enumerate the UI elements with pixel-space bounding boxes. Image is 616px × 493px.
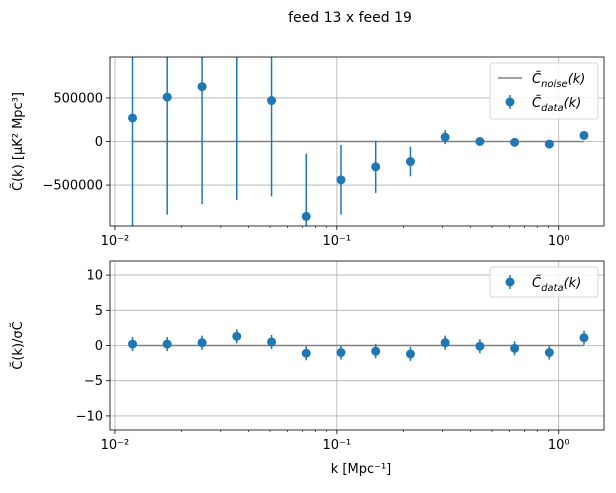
data-point [440, 338, 450, 348]
y-tick-label: 0 [95, 339, 103, 354]
top-panel: 10⁻² 10⁻¹ 10⁰ −500000 0 500000 C̃(k) [μK² Mpc³… [11, 56, 605, 249]
y-tick-label: −10 [76, 409, 103, 424]
y-tick-label: 5 [95, 304, 103, 319]
x-tick-label: 10⁻² [101, 438, 130, 453]
data-point [232, 331, 242, 341]
data-point [510, 137, 520, 147]
data-point [405, 349, 415, 359]
data-point [371, 162, 381, 172]
y-tick-label: −500000 [42, 179, 103, 194]
legend-box [489, 62, 599, 120]
data-point [162, 92, 172, 102]
data-point [267, 96, 277, 106]
data-point [579, 130, 589, 140]
data-series [128, 57, 589, 226]
x-tick-label: 10⁰ [548, 438, 570, 453]
legend-label: C̃data(k) [532, 96, 581, 114]
data-point [197, 82, 207, 92]
data-point [510, 343, 520, 353]
x-tick-label: 10⁻¹ [323, 438, 352, 453]
x-tick-label: 10⁻¹ [323, 234, 352, 249]
data-point [336, 348, 346, 358]
y-tick-label: 500000 [53, 91, 103, 106]
y-axis-label: C̃(k) [μK² Mpc³] [11, 92, 26, 191]
legend-marker-swatch [505, 277, 515, 287]
data-point [475, 137, 485, 146]
y-tick-label: 0 [95, 135, 103, 150]
data-point [267, 337, 277, 347]
x-tick-label: 10⁻² [101, 234, 130, 249]
data-point [544, 139, 554, 149]
bottom-panel: 10⁻² 10⁻¹ 10⁰ −10 −5 0 5 10 C̃(k)/σC̃ k [Mpc⁻¹] C̃… [11, 260, 605, 477]
y-axis-label: C̃(k)/σC̃ [11, 321, 26, 369]
legend-box [489, 266, 599, 298]
y-tick-label: −5 [84, 374, 103, 389]
data-point [301, 348, 311, 358]
data-point [475, 341, 485, 351]
data-series [128, 329, 589, 361]
data-point [197, 338, 207, 348]
legend-label: C̃noise(k) [532, 72, 585, 90]
data-point [128, 339, 138, 349]
legend: C̃data(k) [489, 266, 599, 298]
data-point [162, 339, 172, 349]
data-point [371, 346, 381, 356]
data-point [440, 132, 450, 142]
x-tick-label: 10⁰ [548, 234, 570, 249]
data-point [301, 211, 311, 221]
data-point [544, 348, 554, 358]
legend-marker-swatch [505, 97, 515, 107]
data-point [405, 157, 415, 167]
y-tick-label: 10 [86, 269, 103, 284]
figure-title: feed 13 x feed 19 [288, 10, 412, 26]
data-point [336, 175, 346, 185]
x-axis-label: k [Mpc⁻¹] [331, 462, 392, 477]
data-point [128, 113, 138, 123]
legend-label: C̃data(k) [532, 276, 581, 294]
legend: C̃noise(k) C̃data(k) [489, 62, 599, 120]
data-point [579, 333, 589, 343]
